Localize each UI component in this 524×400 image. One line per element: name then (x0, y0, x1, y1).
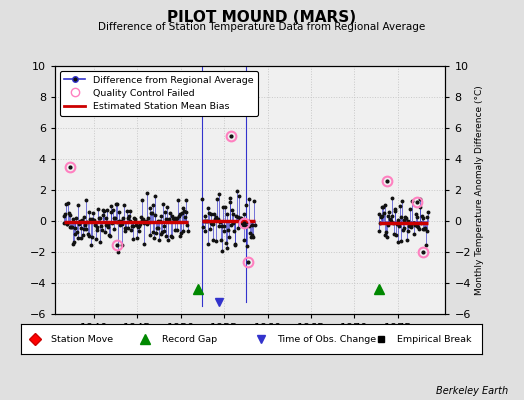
Y-axis label: Monthly Temperature Anomaly Difference (°C): Monthly Temperature Anomaly Difference (… (475, 85, 484, 295)
Text: PILOT MOUND (MARS): PILOT MOUND (MARS) (168, 10, 356, 25)
Legend: Difference from Regional Average, Quality Control Failed, Estimated Station Mean: Difference from Regional Average, Qualit… (60, 71, 258, 116)
Text: Empirical Break: Empirical Break (397, 335, 471, 344)
Text: Difference of Station Temperature Data from Regional Average: Difference of Station Temperature Data f… (99, 22, 425, 32)
Text: Record Gap: Record Gap (161, 335, 217, 344)
Text: Station Move: Station Move (51, 335, 113, 344)
Text: Time of Obs. Change: Time of Obs. Change (277, 335, 376, 344)
Text: Berkeley Earth: Berkeley Earth (436, 386, 508, 396)
